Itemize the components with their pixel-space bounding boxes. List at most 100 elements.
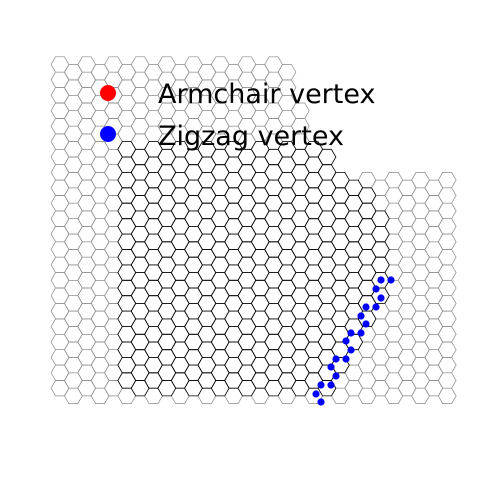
flake-hexagon <box>224 356 243 374</box>
flake-hexagon <box>237 364 257 381</box>
flake-hexagon <box>197 187 217 204</box>
background-hexagon <box>77 349 97 366</box>
background-hexagon <box>63 295 83 312</box>
flake-hexagon <box>277 310 297 328</box>
background-hexagon <box>63 64 83 81</box>
background-hexagon <box>63 279 83 297</box>
background-hexagon <box>411 172 430 189</box>
background-hexagon <box>384 326 404 343</box>
armchair-legend-marker <box>100 85 116 101</box>
background-hexagon <box>384 357 404 374</box>
background-hexagon <box>411 187 430 204</box>
zigzag-vertex-marker <box>342 337 350 345</box>
background-hexagon <box>63 326 83 343</box>
flake-hexagon <box>317 380 337 397</box>
flake-hexagon <box>117 233 137 250</box>
flake-hexagon <box>117 141 137 158</box>
flake-hexagon <box>197 356 217 374</box>
background-hexagon <box>63 202 83 220</box>
background-hexagon <box>424 195 444 212</box>
flake-hexagon <box>304 249 324 266</box>
background-hexagon <box>104 179 123 196</box>
flake-hexagon <box>117 295 137 312</box>
background-hexagon <box>104 148 123 166</box>
background-hexagon <box>77 179 97 196</box>
flake-hexagon <box>224 295 243 312</box>
background-hexagon <box>77 272 97 289</box>
flake-hexagon <box>144 326 163 343</box>
background-hexagon <box>104 287 123 304</box>
background-hexagon <box>170 64 190 81</box>
background-hexagon <box>237 56 257 73</box>
zigzag-vertex-marker <box>377 294 385 302</box>
background-hexagon <box>77 71 97 88</box>
flake-hexagon <box>117 356 137 374</box>
background-hexagon <box>77 241 97 258</box>
flake-hexagon <box>117 156 137 173</box>
flake-hexagon <box>304 233 324 250</box>
flake-hexagon <box>224 264 243 281</box>
flake-hexagon <box>144 218 163 235</box>
flake-hexagon <box>304 202 324 220</box>
zigzag-vertex-marker <box>327 363 335 371</box>
background-hexagon <box>397 256 417 273</box>
background-hexagon <box>130 71 150 88</box>
flake-hexagon <box>277 341 297 358</box>
background-hexagon <box>90 110 110 127</box>
flake-hexagon <box>277 171 297 189</box>
background-hexagon <box>63 310 83 327</box>
flake-hexagon <box>144 187 163 204</box>
background-hexagon <box>63 341 83 358</box>
background-hexagon <box>384 387 404 404</box>
background-hexagon <box>437 387 457 404</box>
flake-hexagon <box>224 249 243 266</box>
background-hexagon <box>77 164 97 181</box>
background-hexagon <box>50 195 70 212</box>
flake-hexagon <box>144 279 163 297</box>
background-hexagon <box>437 218 457 235</box>
background-hexagon <box>77 318 97 335</box>
background-lattice <box>50 56 457 404</box>
flake-hexagon <box>144 356 163 374</box>
flake-hexagon <box>117 341 137 358</box>
flake-hexagon <box>197 233 217 250</box>
background-hexagon <box>50 272 70 289</box>
background-hexagon <box>424 179 444 196</box>
background-hexagon <box>50 318 70 335</box>
background-hexagon <box>277 64 297 81</box>
background-hexagon <box>50 380 70 397</box>
background-hexagon <box>50 364 70 381</box>
flake-hexagon <box>144 156 163 173</box>
background-hexagon <box>77 195 97 212</box>
background-hexagon <box>411 249 430 266</box>
background-hexagon <box>117 387 137 404</box>
background-hexagon <box>437 233 457 250</box>
flake-hexagon <box>277 156 297 173</box>
background-hexagon <box>104 333 123 351</box>
flake-hexagon <box>144 233 163 250</box>
background-hexagon <box>50 56 70 73</box>
flake-hexagon <box>277 372 297 389</box>
background-hexagon <box>437 341 457 358</box>
flake-hexagon <box>197 341 217 358</box>
background-hexagon <box>411 341 430 358</box>
background-hexagon <box>411 279 430 297</box>
background-hexagon <box>424 380 444 397</box>
zigzag-vertex-marker <box>357 312 365 320</box>
armchair-legend-label: Armchair vertex <box>158 79 375 110</box>
flake-hexagon <box>197 310 217 328</box>
flake-hexagon <box>117 372 137 389</box>
flake-hexagon <box>170 171 190 189</box>
flake-hexagon <box>237 210 257 227</box>
background-hexagon <box>130 118 150 135</box>
flake-hexagon <box>304 187 324 204</box>
flake-hexagon <box>304 218 324 235</box>
background-hexagon <box>424 241 444 258</box>
background-hexagon <box>397 318 417 335</box>
background-hexagon <box>50 287 70 304</box>
background-hexagon <box>437 372 457 389</box>
background-hexagon <box>424 226 444 243</box>
background-hexagon <box>104 56 123 73</box>
background-hexagon <box>50 71 70 88</box>
flake-hexagon <box>117 187 137 204</box>
